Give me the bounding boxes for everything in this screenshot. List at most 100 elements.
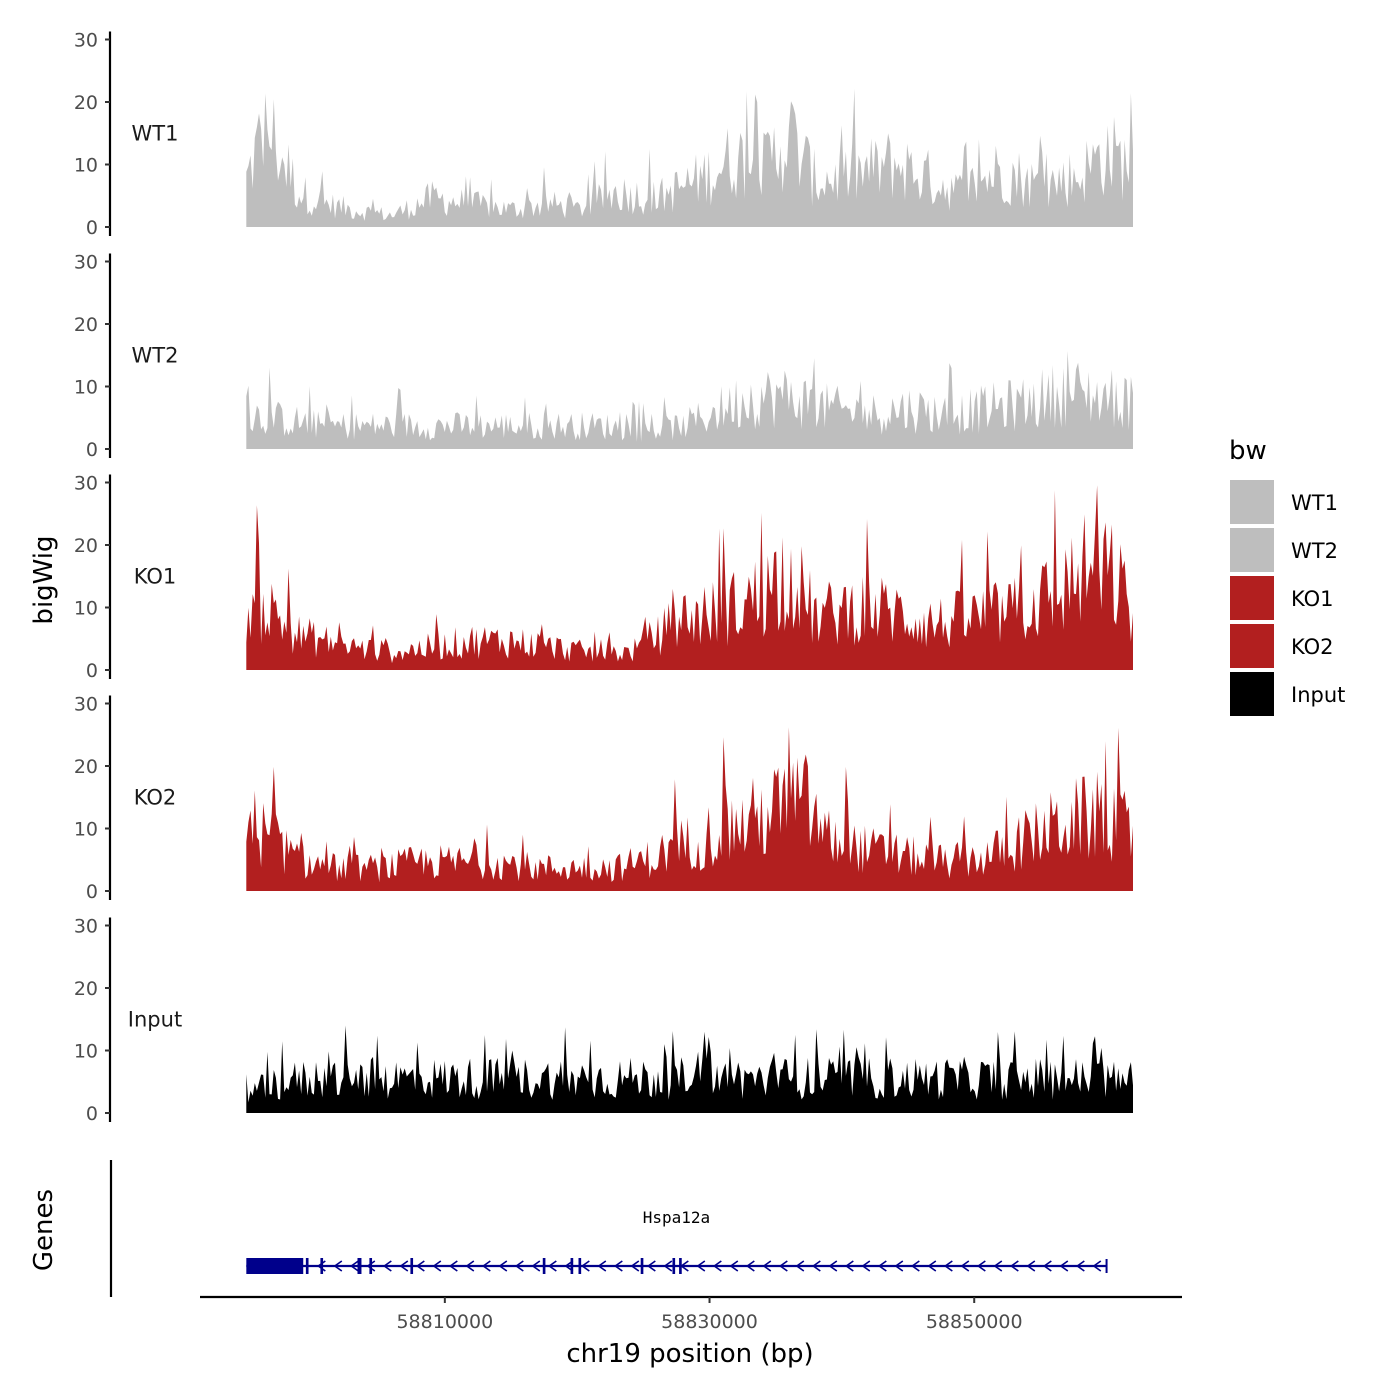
strand-arrow: [828, 1260, 838, 1272]
y-tick-label: 20: [74, 756, 98, 778]
y-tick-label: 20: [74, 314, 98, 336]
strand-arrow: [910, 1260, 920, 1272]
x-tick-label: 58850000: [926, 1311, 1023, 1333]
y-tick-label: 10: [74, 1041, 98, 1063]
track-wt2: 0 10 20 30 WT2: [74, 252, 1134, 461]
strand-arrow: [745, 1260, 755, 1272]
strand-arrow: [333, 1260, 343, 1272]
strand-arrow: [465, 1260, 475, 1272]
strand-arrow: [646, 1260, 656, 1272]
strand-arrow: [1009, 1260, 1019, 1272]
strand-arrow: [1042, 1260, 1052, 1272]
coverage-area-ko1: [246, 485, 1134, 670]
track-ko2: 0 10 20 30 KO2: [74, 694, 1134, 903]
x-axis-title: chr19 position (bp): [566, 1339, 813, 1369]
strand-arrow: [894, 1260, 904, 1272]
strand-arrow: [597, 1260, 607, 1272]
y-tick-label: 30: [74, 252, 98, 274]
track-input: 0 10 20 30 Input: [74, 916, 1134, 1125]
legend-item-wt2: WT2: [1230, 528, 1338, 572]
gene-exon: [246, 1258, 304, 1274]
strand-arrow: [712, 1260, 722, 1272]
strand-arrow: [1092, 1260, 1102, 1272]
strand-arrow: [993, 1260, 1003, 1272]
legend-swatch: [1230, 480, 1274, 524]
track-ko1: 0 10 20 30 KO1: [74, 473, 1134, 682]
gene-exon: [640, 1258, 644, 1274]
legend: bw WT1 WT2 KO1 KO2 Input: [1229, 436, 1345, 716]
strand-arrow: [349, 1260, 359, 1272]
strand-arrow: [316, 1260, 326, 1272]
x-tick-label: 58810000: [396, 1311, 493, 1333]
y-tick-label: 10: [74, 377, 98, 399]
gene-exon: [369, 1258, 373, 1274]
x-tick-label: 58830000: [661, 1311, 758, 1333]
strand-arrow: [778, 1260, 788, 1272]
legend-item-ko1: KO1: [1230, 576, 1334, 620]
strand-arrow: [1026, 1260, 1036, 1272]
strand-arrow: [1059, 1260, 1069, 1272]
y-tick-label: 10: [74, 819, 98, 841]
legend-title: bw: [1229, 436, 1267, 466]
strand-arrow: [1075, 1260, 1085, 1272]
coverage-area-wt1: [246, 88, 1134, 227]
y-tick-label: 30: [74, 916, 98, 938]
strand-arrow: [762, 1260, 772, 1272]
track-label: Input: [128, 1007, 182, 1031]
strand-arrow: [448, 1260, 458, 1272]
strand-arrow: [630, 1260, 640, 1272]
gene-exon: [542, 1258, 546, 1274]
y-tick-label: 0: [86, 881, 98, 903]
strand-arrow: [960, 1260, 970, 1272]
strand-arrow: [696, 1260, 706, 1272]
y-tick-label: 0: [86, 439, 98, 461]
gene-exon: [320, 1258, 324, 1274]
y-tick-label: 30: [74, 473, 98, 495]
strand-arrow: [811, 1260, 821, 1272]
coverage-area-wt2: [246, 351, 1134, 449]
strand-arrow: [976, 1260, 986, 1272]
strand-arrow: [861, 1260, 871, 1272]
track-label: WT1: [132, 121, 179, 145]
gene-exon: [672, 1258, 676, 1274]
track-label: KO2: [134, 785, 177, 809]
legend-label: WT1: [1291, 491, 1338, 515]
track-label: KO1: [134, 564, 177, 588]
strand-arrow: [366, 1260, 376, 1272]
y-tick-label: 10: [74, 598, 98, 620]
x-axis-ticks: 58810000 58830000 58850000: [396, 1297, 1023, 1333]
track-wt1: 0 10 20 30 WT1: [74, 30, 1134, 239]
strand-arrow: [415, 1260, 425, 1272]
strand-arrow: [679, 1260, 689, 1272]
strand-arrow: [399, 1260, 409, 1272]
strand-arrow: [844, 1260, 854, 1272]
genes-panel-title: Genes: [29, 1189, 59, 1271]
legend-swatch: [1230, 624, 1274, 668]
gene-exon: [578, 1258, 582, 1274]
legend-item-ko2: KO2: [1230, 624, 1334, 668]
strand-arrow: [498, 1260, 508, 1272]
legend-item-input: Input: [1230, 672, 1345, 716]
strand-arrow: [382, 1260, 392, 1272]
y-tick-label: 0: [86, 660, 98, 682]
gene-exon: [305, 1258, 309, 1274]
y-tick-label: 0: [86, 217, 98, 239]
coverage-area-ko2: [246, 727, 1134, 891]
coverage-area-input: [246, 1025, 1134, 1113]
y-tick-label: 20: [74, 535, 98, 557]
gene-name-label: Hspa12a: [643, 1208, 710, 1227]
strand-arrow: [927, 1260, 937, 1272]
strand-arrow: [795, 1260, 805, 1272]
legend-swatch: [1230, 528, 1274, 572]
strand-arrow: [547, 1260, 557, 1272]
strand-arrow: [943, 1260, 953, 1272]
y-tick-label: 20: [74, 92, 98, 114]
y-tick-label: 30: [74, 30, 98, 52]
legend-label: Input: [1291, 683, 1345, 707]
strand-arrow: [432, 1260, 442, 1272]
y-axis-title: bigWig: [29, 535, 59, 624]
legend-swatch: [1230, 576, 1274, 620]
gene-exon: [570, 1258, 574, 1274]
gene-track: Hspa12a: [246, 1208, 1108, 1274]
